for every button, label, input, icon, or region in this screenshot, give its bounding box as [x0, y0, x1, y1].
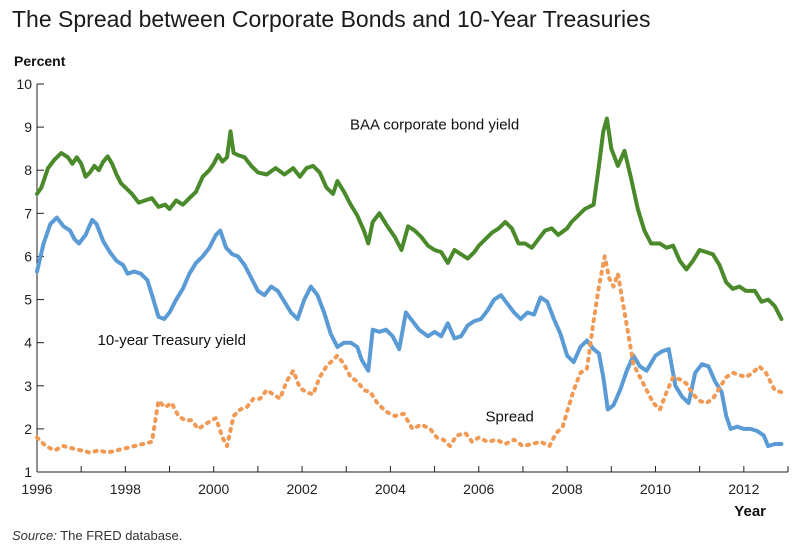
source-note: Source: The FRED database.: [12, 528, 182, 543]
x-tick-label: 2010: [640, 481, 671, 497]
annotation-layer: BAA corporate bond yield 10-year Treasury…: [98, 116, 534, 425]
x-tick-label: 2012: [728, 481, 759, 497]
series-line-2: [35, 215, 784, 449]
y-axis-label: Percent: [14, 53, 66, 69]
x-ticks: 1996 1998 2000 2002 2004 2006 2008 2010 2012: [21, 466, 789, 497]
x-tick-label: 1998: [110, 481, 141, 497]
x-axis-label: Year: [734, 503, 766, 520]
y-tick-label: 4: [24, 335, 32, 351]
y-tick-label: 2: [24, 421, 32, 437]
source-text: The FRED database.: [56, 528, 183, 543]
series-line-1: [35, 116, 784, 321]
x-tick-label: 2002: [286, 481, 317, 497]
y-tick-label: 5: [24, 292, 32, 308]
y-ticks: 1 2 3 4 5 6 7 8 9 10: [16, 76, 44, 480]
source-label: Source:: [12, 528, 57, 543]
y-tick-label: 1: [24, 464, 32, 480]
x-tick-label: 2008: [552, 481, 583, 497]
x-tick-label: 1996: [21, 481, 52, 497]
y-tick-label: 6: [24, 248, 32, 264]
x-tick-label: 2004: [375, 481, 406, 497]
x-tick-label: 2006: [463, 481, 494, 497]
x-tick-label: 2000: [198, 481, 229, 497]
chart-title: The Spread between Corporate Bonds and 1…: [12, 6, 651, 32]
series-annotation: 10-year Treasury yield: [98, 332, 246, 349]
y-tick-label: 10: [16, 76, 32, 92]
y-tick-label: 3: [24, 378, 32, 394]
series-line-3: [35, 254, 784, 455]
y-tick-label: 7: [24, 205, 32, 221]
series-layer: [35, 116, 784, 455]
series-annotation: BAA corporate bond yield: [350, 116, 519, 133]
series-annotation: Spread: [486, 409, 534, 426]
y-tick-label: 9: [24, 119, 32, 135]
y-tick-label: 8: [24, 162, 32, 178]
